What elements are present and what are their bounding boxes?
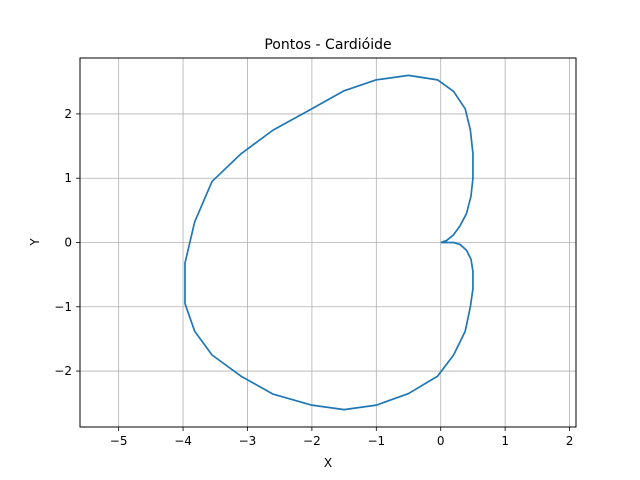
x-tick-label: −3 (239, 434, 257, 448)
cardioid-line (184, 74, 474, 411)
x-tick-label: 2 (566, 434, 574, 448)
x-tick-label: −5 (110, 434, 128, 448)
x-tick-label: −4 (174, 434, 192, 448)
grid (80, 58, 576, 427)
y-tick-label: −1 (54, 300, 72, 314)
x-axis-ticks: −5 −4 −3 −2 −1 0 1 2 (110, 427, 574, 448)
series-layer (184, 74, 474, 411)
y-tick-label: −2 (54, 364, 72, 378)
x-tick-label: −2 (303, 434, 321, 448)
x-tick-label: 0 (437, 434, 445, 448)
y-tick-label: 0 (64, 236, 72, 250)
x-axis-label: X (324, 456, 332, 470)
chart-title: Pontos - Cardióide (264, 37, 391, 53)
y-axis-ticks: −2 −1 0 1 2 (54, 107, 80, 378)
y-tick-label: 2 (64, 107, 72, 121)
x-tick-label: −1 (367, 434, 385, 448)
y-axis-label: Y (28, 238, 42, 247)
y-tick-label: 1 (64, 171, 72, 185)
x-tick-label: 1 (501, 434, 509, 448)
